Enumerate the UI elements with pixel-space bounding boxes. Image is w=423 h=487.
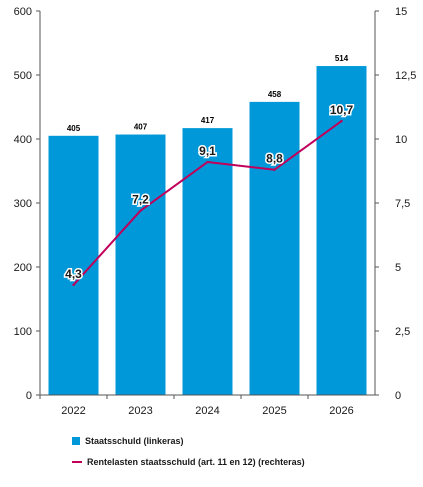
line-series: 4,3 7,2 9,1 8,8 10,7: [64, 102, 355, 287]
line-point: [273, 168, 276, 171]
legend-line-swatch: [72, 461, 82, 463]
left-axis: 0 100 200 300 400 500 600: [14, 6, 40, 402]
x-axis: 2022 2023 2024 2025 2026: [39, 395, 354, 417]
right-tick-label: 2,5: [395, 326, 410, 338]
left-tick-label: 600: [14, 6, 32, 18]
bar-label: 407: [134, 123, 148, 132]
line-point: [206, 160, 209, 164]
right-tick-label: 7,5: [395, 198, 410, 210]
left-tick-label: 500: [14, 70, 32, 82]
right-tick-label: 0: [395, 390, 401, 402]
line-label: 4,3: [65, 267, 82, 281]
left-tick-label: 300: [14, 198, 32, 210]
x-tick-label: 2024: [195, 405, 219, 417]
right-tick-label: 12,5: [395, 70, 416, 82]
right-tick-label: 5: [395, 262, 401, 274]
x-tick-label: 2026: [329, 405, 353, 417]
bar: [182, 128, 233, 395]
line-label: 10,7: [330, 103, 354, 117]
line-label: 7,2: [132, 193, 149, 207]
left-tick-label: 0: [26, 390, 32, 402]
right-axis: 0 2,5 5 7,5 10 12,5 15: [375, 6, 416, 402]
legend-bar-swatch: [72, 437, 80, 445]
line-point: [340, 119, 343, 123]
legend-item-line: Rentelasten staatsschuld (art. 11 en 12)…: [72, 457, 305, 467]
right-tick-label: 10: [395, 134, 407, 146]
left-tick-label: 100: [14, 326, 32, 338]
bar-label: 405: [67, 124, 81, 133]
legend-item-bar: Staatsschuld (linkeras): [72, 436, 184, 446]
left-tick-label: 200: [14, 262, 32, 274]
line-point: [72, 283, 75, 287]
x-tick-label: 2023: [128, 405, 152, 417]
bar-label: 458: [268, 90, 282, 99]
line-label: 9,1: [199, 144, 216, 158]
x-tick-label: 2022: [61, 405, 85, 417]
left-tick-label: 400: [14, 134, 32, 146]
line-point: [139, 209, 142, 212]
bar: [115, 134, 166, 395]
line-label: 8,8: [266, 152, 283, 166]
bar-label: 514: [335, 54, 349, 63]
legend-bar-label: Staatsschuld (linkeras): [85, 436, 184, 446]
right-tick-label: 15: [395, 6, 407, 18]
bar-label: 417: [201, 116, 215, 125]
bar: [249, 101, 300, 395]
bar-series: 405 407 417 458 514: [48, 54, 367, 396]
legend-line-label: Rentelasten staatsschuld (art. 11 en 12)…: [87, 457, 305, 467]
x-tick-label: 2025: [262, 405, 286, 417]
